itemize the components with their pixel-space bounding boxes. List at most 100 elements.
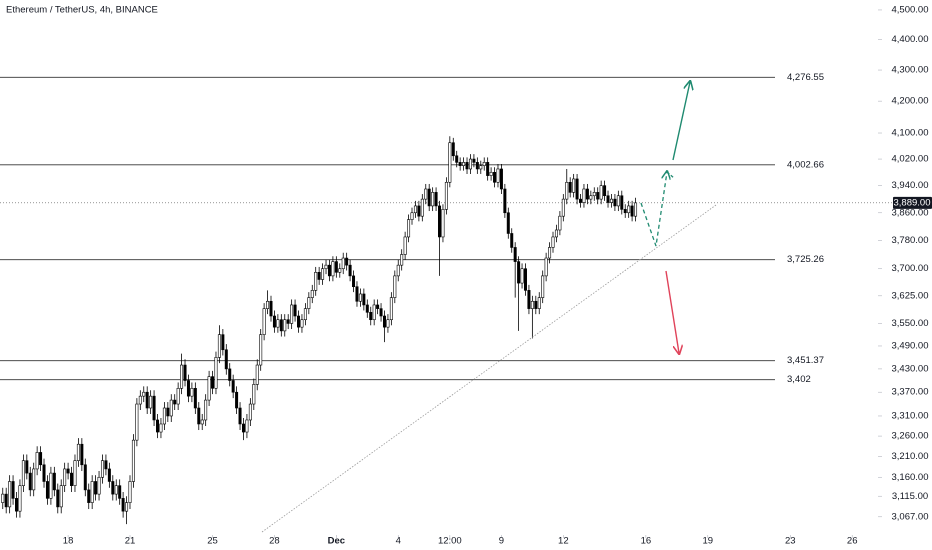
candle-body: [283, 319, 287, 332]
candle-body: [262, 308, 266, 335]
candle-body: [241, 423, 245, 433]
y-tick-label: 3,430.00: [892, 363, 929, 374]
candle-body: [173, 399, 177, 405]
candle-body: [162, 407, 166, 425]
last-price-label: 3,889.00: [894, 197, 931, 208]
candle-body: [451, 142, 455, 157]
candle-body: [80, 443, 84, 466]
y-tick-label: 3,210.00: [892, 451, 929, 462]
candle-body: [338, 268, 342, 273]
candle-body: [431, 192, 435, 207]
candle-body: [482, 162, 486, 166]
candle-body: [396, 264, 400, 277]
projection-dashed: [640, 172, 667, 247]
candle-body: [90, 481, 94, 503]
level-label: 3,725.26: [787, 254, 824, 265]
candle-body: [145, 391, 149, 409]
bearish-arrow: [665, 270, 679, 353]
y-tick-label: 4,300.00: [892, 65, 929, 76]
candle-body: [458, 162, 462, 166]
candle-body: [468, 158, 472, 170]
candle-body: [310, 290, 314, 298]
candle-body: [235, 391, 239, 409]
candle-body: [63, 468, 67, 486]
candle-body: [107, 468, 111, 482]
candle-body: [293, 304, 297, 317]
candle-body: [599, 185, 603, 200]
plot-area: 4,500.00 4,400.00 4,300.00 4,200.00 4,100.00…: [0, 4, 929, 547]
candle-body: [513, 247, 517, 262]
candle-body: [592, 192, 596, 197]
candle-body: [382, 315, 386, 328]
x-tick-label: Dec: [328, 536, 345, 547]
level-label: 3,451.37: [787, 355, 824, 366]
x-tick-label: 26: [847, 536, 858, 547]
candle-body: [527, 290, 531, 309]
candle-body: [520, 268, 524, 284]
candle-body: [45, 481, 49, 499]
candle-body: [32, 468, 36, 491]
candle-body: [111, 481, 115, 495]
y-tick-label: 3,490.00: [892, 340, 929, 351]
candle-body: [39, 452, 43, 466]
y-tick-label: 3,260.00: [892, 431, 929, 442]
candle-body: [321, 268, 325, 280]
candle-body: [83, 464, 87, 491]
candle-body: [551, 236, 555, 248]
candle-body: [104, 460, 108, 470]
candle-body: [207, 376, 211, 401]
candle-body: [534, 300, 538, 309]
candle-body: [465, 162, 469, 170]
candle-body: [279, 319, 283, 332]
candle-body: [159, 423, 163, 433]
candle-body: [444, 181, 448, 210]
x-tick-label: 28: [269, 536, 280, 547]
candle-body: [506, 212, 510, 234]
candle-body: [372, 304, 376, 321]
candle-body: [510, 233, 514, 248]
candle-body: [114, 485, 118, 495]
candle-body: [197, 407, 201, 425]
candle-body: [479, 165, 483, 170]
candle-body: [407, 219, 411, 238]
y-tick-label: 4,500.00: [892, 4, 929, 15]
candle-body: [128, 481, 132, 503]
candle-body: [548, 247, 552, 259]
candle-body: [42, 464, 46, 482]
candle-body: [94, 481, 98, 495]
x-tick-label: 4: [396, 536, 401, 547]
candle-body: [572, 178, 576, 193]
candle-body: [217, 334, 221, 358]
candle-body: [224, 349, 228, 370]
candle-body: [603, 185, 607, 197]
candle-body: [613, 198, 617, 207]
candle-body: [138, 395, 142, 405]
candle-body: [345, 257, 349, 266]
x-tick-label: 12:00: [438, 536, 462, 547]
y-tick-label: 4,020.00: [892, 154, 929, 165]
candle-body: [355, 286, 359, 302]
candle-body: [11, 481, 15, 499]
candle-body: [100, 460, 104, 478]
x-tick-label: 19: [702, 536, 713, 547]
candle-body: [255, 364, 259, 385]
y-tick-label: 3,625.00: [892, 290, 929, 301]
candle-body: [472, 158, 476, 163]
candle-body: [290, 304, 294, 324]
candle-body: [73, 460, 77, 486]
candle-body: [269, 300, 273, 317]
candle-body: [362, 293, 366, 306]
candle-body: [379, 308, 383, 317]
x-tick-label: 18: [63, 536, 74, 547]
candle-body: [413, 205, 417, 214]
candle-body: [307, 297, 311, 309]
candle-body: [1, 493, 5, 503]
candle-body: [59, 485, 63, 508]
candle-body: [389, 297, 393, 321]
y-tick-label: 3,860.00: [892, 207, 929, 218]
candle-body: [97, 476, 101, 495]
candle-body: [303, 308, 307, 321]
projection-dashed: [666, 171, 675, 179]
candle-body: [183, 364, 187, 381]
x-tick-label: 9: [499, 536, 504, 547]
